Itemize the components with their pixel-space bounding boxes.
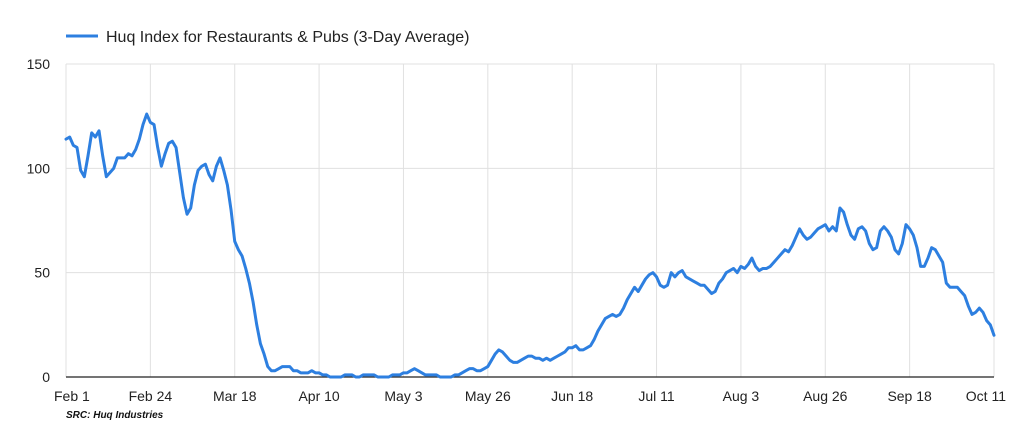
x-tick-label: Jul 11 [638, 388, 675, 404]
x-tick-label: May 26 [465, 388, 511, 404]
x-tick-label: Mar 18 [213, 388, 257, 404]
x-tick-label: May 3 [384, 388, 422, 404]
series-line [64, 112, 996, 379]
x-tick-label: Sep 18 [887, 388, 932, 404]
y-tick-label: 150 [27, 56, 51, 72]
y-tick-label: 50 [34, 265, 50, 281]
source-label: SRC: Huq Industries [66, 410, 164, 421]
legend-label: Huq Index for Restaurants & Pubs (3-Day … [106, 29, 469, 46]
x-tick-label: Feb 1 [54, 388, 90, 404]
y-tick-label: 100 [27, 160, 51, 176]
x-tick-label: Aug 3 [723, 388, 760, 404]
x-tick-label: Apr 10 [298, 388, 339, 404]
series-group [64, 112, 996, 379]
x-axis-ticks: Feb 1 Feb 24 Mar 18 Apr 10 May 3 May 26 Jun 18… [54, 388, 1006, 404]
grid-lines [65, 63, 995, 377]
y-tick-label: 0 [42, 369, 50, 385]
x-tick-label: Aug 26 [803, 388, 848, 404]
x-tick-label: Jun 18 [551, 388, 593, 404]
x-tick-label: Feb 24 [129, 388, 173, 404]
x-tick-label: Oct 11 [966, 388, 1006, 404]
y-axis-ticks: 0 50 100 150 [27, 56, 51, 385]
legend[interactable]: Huq Index for Restaurants & Pubs (3-Day … [66, 29, 469, 46]
